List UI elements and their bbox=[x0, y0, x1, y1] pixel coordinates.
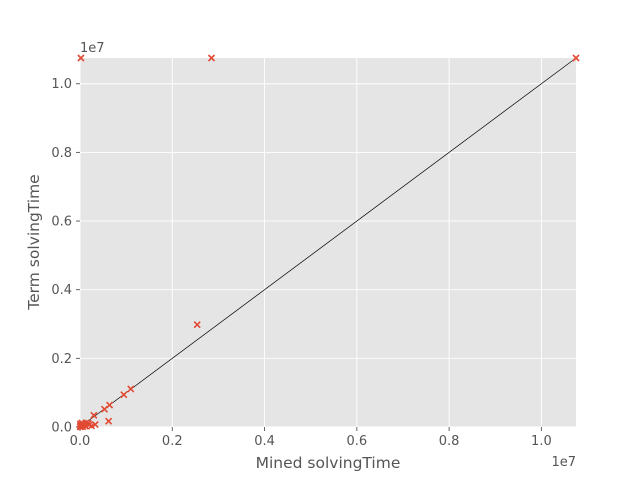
data-point-marker bbox=[100, 405, 109, 413]
data-points bbox=[76, 54, 580, 431]
data-point-marker bbox=[572, 54, 580, 62]
y-tick-label: 1.0 bbox=[51, 77, 72, 92]
y-tick-label: 0.2 bbox=[51, 352, 72, 367]
x-tick-label: 0.8 bbox=[439, 434, 460, 449]
data-point-marker bbox=[127, 385, 135, 393]
y-axis-offset-label: 1e7 bbox=[80, 41, 105, 56]
reference-diagonal-line bbox=[79, 57, 577, 428]
x-tick-label: 0.0 bbox=[70, 434, 91, 449]
x-tick-label: 0.4 bbox=[254, 434, 275, 449]
x-axis-label: Mined solvingTime bbox=[256, 454, 401, 472]
data-point-marker bbox=[85, 421, 93, 429]
x-tick-label: 0.6 bbox=[346, 434, 367, 449]
x-tick-label: 0.2 bbox=[162, 434, 183, 449]
y-tick-label: 0.4 bbox=[51, 283, 72, 298]
data-point-marker bbox=[193, 321, 201, 329]
x-axis-offset-label: 1e7 bbox=[551, 455, 576, 470]
y-tick-label: 0.8 bbox=[51, 146, 72, 161]
y-axis-label: Term solvingTime bbox=[25, 174, 43, 310]
y-tick-label: 0.0 bbox=[51, 421, 72, 436]
y-axis-ticks: 0.0 0.2 0.4 0.6 0.8 1.0 bbox=[51, 77, 80, 436]
x-tick-label: 1.0 bbox=[531, 434, 552, 449]
data-point-marker bbox=[90, 411, 98, 419]
data-point-marker bbox=[120, 391, 128, 399]
x-axis-ticks: 0.0 0.2 0.4 0.6 0.8 1.0 bbox=[70, 427, 552, 449]
grid-lines bbox=[79, 58, 576, 428]
data-point-marker bbox=[207, 54, 216, 62]
data-point-marker bbox=[77, 54, 85, 62]
y-tick-label: 0.6 bbox=[51, 215, 72, 230]
data-point-marker bbox=[105, 417, 113, 425]
